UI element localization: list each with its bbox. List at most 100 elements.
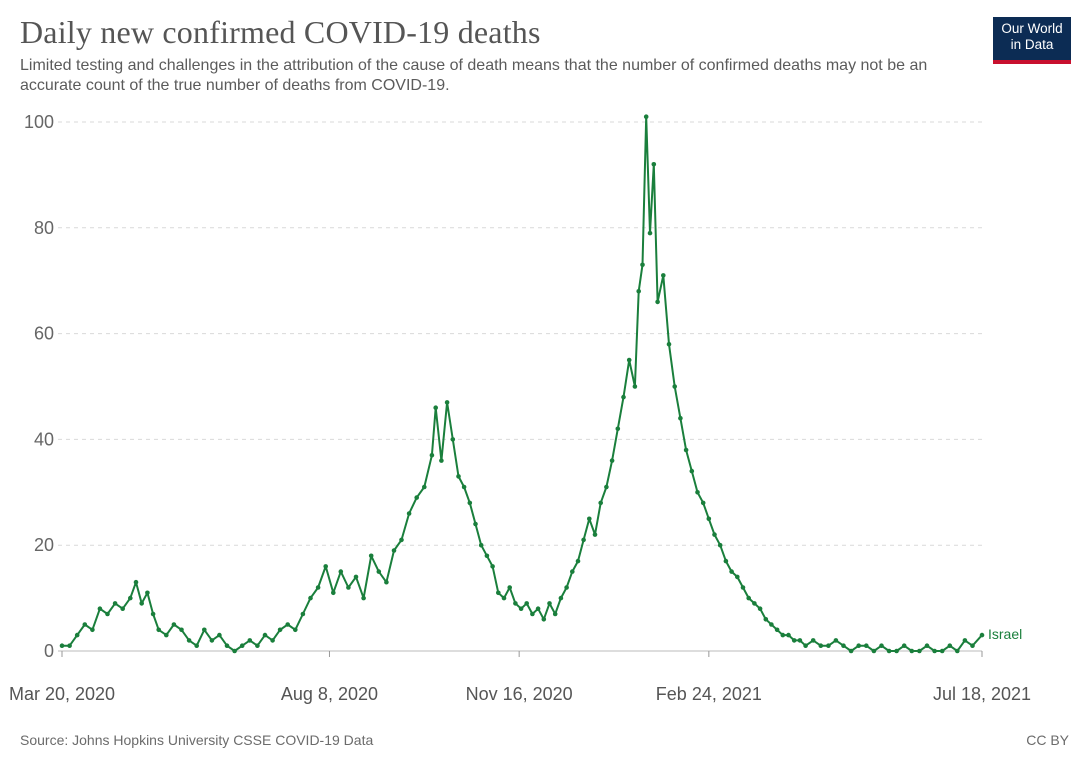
data-point: [429, 453, 435, 458]
data-point: [791, 638, 797, 643]
data-point: [666, 341, 672, 347]
data-point: [609, 458, 615, 463]
data-point: [894, 648, 899, 654]
data-point: [247, 638, 253, 643]
data-point: [156, 627, 161, 633]
data-point: [786, 632, 791, 638]
chart-subtitle: Limited testing and challenges in the at…: [20, 57, 928, 94]
data-point: [501, 595, 507, 601]
data-point: [746, 595, 751, 601]
logo-line-1: Our World: [1001, 21, 1063, 36]
data-point: [774, 627, 780, 633]
data-point: [651, 162, 657, 167]
data-point: [871, 648, 877, 654]
data-point: [128, 595, 133, 601]
data-point: [414, 495, 420, 500]
y-tick-label: 60: [34, 324, 54, 344]
data-point: [803, 643, 808, 648]
data-point: [947, 643, 953, 648]
data-point: [672, 384, 677, 389]
data-point: [478, 542, 484, 548]
data-point: [856, 643, 861, 648]
data-point: [315, 585, 321, 590]
y-tick-label: 0: [44, 641, 54, 661]
data-point: [723, 558, 729, 564]
data-point: [879, 643, 884, 648]
data-point: [376, 569, 382, 574]
data-point: [74, 632, 80, 638]
data-point: [917, 648, 922, 654]
license-label[interactable]: CC BY: [1026, 732, 1069, 748]
data-point: [105, 611, 110, 617]
data-point: [399, 537, 404, 543]
data-point: [524, 601, 529, 606]
data-point: [695, 490, 700, 495]
data-point: [700, 500, 706, 506]
x-tick-label: Mar 20, 2020: [9, 684, 115, 704]
data-point: [139, 601, 144, 606]
data-point: [444, 400, 450, 405]
y-tick-label: 80: [34, 218, 54, 238]
data-point: [232, 648, 237, 654]
data-point: [647, 230, 653, 236]
data-point: [513, 601, 518, 606]
data-point: [757, 606, 763, 611]
data-point: [361, 595, 366, 601]
data-point: [391, 548, 397, 553]
data-point: [171, 622, 177, 627]
data-point: [145, 590, 150, 596]
owid-logo[interactable]: Our World in Data: [993, 17, 1071, 64]
data-point: [729, 569, 734, 574]
data-point: [979, 632, 985, 638]
data-point: [422, 484, 427, 490]
x-tick-label: Jul 18, 2021: [933, 684, 1031, 704]
source-note[interactable]: Source: Johns Hopkins University CSSE CO…: [20, 732, 374, 748]
data-point: [689, 468, 695, 474]
data-point: [535, 606, 541, 611]
data-point: [490, 564, 495, 569]
data-point: [833, 638, 839, 643]
data-point: [82, 622, 88, 627]
data-point: [530, 611, 535, 617]
data-point: [484, 553, 490, 559]
data-point: [202, 627, 207, 633]
data-point: [752, 601, 757, 606]
data-point: [67, 643, 72, 648]
data-point: [90, 627, 95, 633]
data-point: [285, 622, 291, 627]
data-point: [626, 357, 632, 363]
data-point: [717, 542, 723, 548]
data-point: [97, 606, 103, 611]
data-point: [939, 648, 945, 654]
data-point: [901, 643, 907, 648]
x-tick-label: Nov 16, 2020: [466, 684, 573, 704]
data-point: [507, 585, 512, 590]
data-point: [780, 632, 786, 638]
data-point: [848, 648, 854, 654]
data-point: [740, 585, 746, 590]
data-point: [909, 648, 915, 654]
data-point: [962, 638, 968, 643]
data-point: [547, 601, 552, 606]
data-point: [864, 643, 869, 648]
data-point: [179, 627, 184, 633]
data-point: [323, 564, 329, 569]
data-point: [818, 643, 824, 648]
data-point: [683, 447, 689, 453]
data-point: [769, 622, 774, 627]
data-point: [461, 484, 467, 490]
data-point: [797, 638, 803, 643]
data-point: [262, 632, 268, 638]
data-point: [955, 648, 960, 654]
data-point: [164, 632, 169, 638]
data-point: [970, 643, 975, 648]
data-point: [678, 415, 683, 421]
data-point: [473, 521, 478, 527]
data-point: [587, 516, 592, 522]
logo-line-2: in Data: [1010, 37, 1054, 52]
data-point: [564, 585, 569, 590]
data-point: [712, 532, 717, 537]
data-point: [439, 458, 444, 463]
data-point: [368, 553, 374, 559]
